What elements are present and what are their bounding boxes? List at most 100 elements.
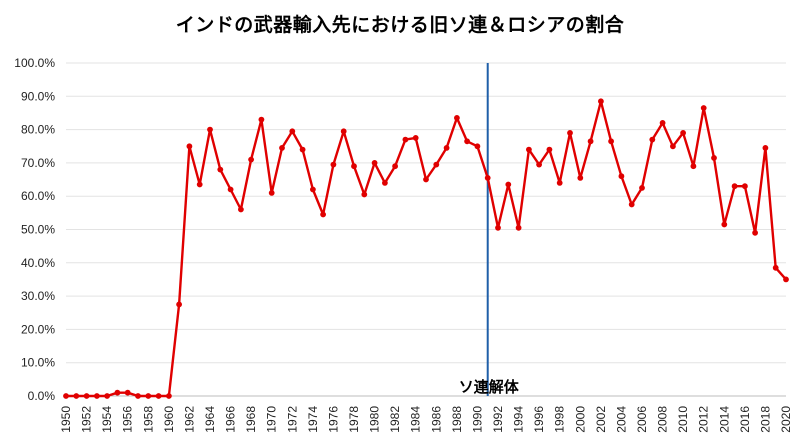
x-tick-label: 1978 — [347, 406, 361, 433]
data-point — [772, 264, 779, 271]
x-tick-label: 1974 — [306, 406, 320, 433]
x-tick-label: 1984 — [409, 406, 423, 433]
data-point — [587, 138, 594, 145]
data-point — [484, 175, 491, 181]
x-tick-label: 1982 — [388, 406, 402, 433]
y-tick-label: 70.0% — [21, 156, 55, 170]
x-tick-label: 1996 — [532, 406, 546, 433]
y-tick-label: 0.0% — [28, 389, 56, 403]
y-tick-label: 20.0% — [21, 322, 55, 336]
data-point — [83, 393, 90, 399]
x-tick-label: 1976 — [326, 406, 340, 433]
data-point — [104, 393, 110, 399]
data-point — [248, 156, 255, 163]
x-tick-label: 1966 — [224, 406, 238, 433]
y-tick-label: 40.0% — [21, 256, 55, 270]
data-point — [433, 161, 440, 168]
data-point — [536, 161, 542, 168]
data-point — [495, 224, 501, 231]
data-point — [114, 389, 121, 396]
x-tick-label: 1958 — [141, 406, 155, 433]
x-tick-label: 1950 — [59, 406, 73, 433]
x-tick-label: 1990 — [470, 406, 484, 433]
data-point — [330, 161, 337, 168]
y-tick-label: 50.0% — [21, 223, 55, 237]
data-point — [505, 181, 512, 188]
data-point — [186, 143, 193, 150]
x-tick-label: 2002 — [594, 406, 608, 433]
data-series — [63, 98, 789, 399]
data-point — [227, 186, 234, 193]
data-point — [567, 130, 573, 136]
x-tick-label: 2018 — [758, 406, 772, 433]
data-point — [279, 145, 285, 151]
data-point — [289, 128, 296, 135]
data-point — [628, 201, 635, 208]
x-tick-label: 1956 — [121, 406, 135, 433]
data-point — [238, 206, 244, 213]
x-tick-label: 2000 — [573, 406, 587, 433]
data-point — [320, 211, 326, 218]
data-point — [443, 145, 450, 151]
data-point — [351, 163, 357, 170]
data-point — [783, 276, 789, 283]
y-tick-label: 60.0% — [21, 189, 55, 203]
x-tick-label: 1970 — [265, 406, 279, 433]
data-point — [217, 166, 224, 173]
data-point — [526, 146, 532, 153]
x-tick-label: 2016 — [738, 406, 752, 433]
data-point — [721, 221, 728, 228]
data-point — [680, 130, 686, 136]
data-point — [577, 175, 584, 181]
x-tick-label: 1994 — [512, 406, 526, 433]
x-tick-label: 1968 — [244, 406, 258, 433]
x-tick-label: 1988 — [450, 406, 464, 433]
x-tick-label: 1972 — [285, 406, 299, 433]
x-tick-label: 2020 — [779, 406, 793, 433]
y-axis-ticks: 0.0% 10.0% 20.0% 30.0% 40.0% 50.0% 60.0% 70.0% 8… — [14, 56, 55, 403]
data-point — [515, 224, 522, 231]
x-tick-label: 1952 — [80, 406, 94, 433]
data-point — [135, 393, 141, 399]
data-point — [166, 393, 172, 399]
data-point — [371, 160, 378, 166]
chart-title: インドの武器輸入先における旧ソ連＆ロシアの割合 — [175, 14, 625, 36]
data-point — [207, 126, 213, 133]
data-point — [94, 393, 100, 399]
x-tick-label: 2014 — [717, 406, 731, 433]
data-point — [670, 143, 676, 150]
data-point — [402, 136, 409, 143]
x-tick-label: 2004 — [614, 406, 628, 433]
data-point — [649, 136, 656, 143]
data-point — [464, 138, 470, 145]
x-tick-label: 1980 — [368, 406, 382, 433]
data-point — [258, 116, 265, 123]
data-point — [762, 145, 769, 151]
data-point — [639, 185, 645, 191]
data-point — [268, 190, 275, 196]
data-point — [618, 173, 625, 180]
x-axis-ticks: 1950 1952 1954 1956 1958 1960 1962 1964 1966 1968… — [59, 406, 793, 433]
series-line — [66, 100, 787, 398]
data-point — [423, 176, 429, 183]
data-point — [752, 229, 758, 236]
x-tick-label: 2012 — [697, 406, 711, 433]
data-point — [155, 393, 162, 399]
data-point — [608, 138, 614, 145]
x-tick-label: 2006 — [635, 406, 649, 433]
data-point — [176, 301, 183, 308]
y-tick-label: 80.0% — [21, 123, 55, 137]
y-tick-label: 10.0% — [21, 356, 55, 370]
data-point — [310, 186, 316, 193]
data-point — [690, 163, 697, 170]
data-point — [196, 181, 203, 188]
x-tick-label: 1986 — [429, 406, 443, 433]
data-point — [63, 393, 69, 399]
data-point — [340, 128, 347, 135]
data-point — [598, 98, 604, 105]
data-point — [556, 180, 563, 186]
x-tick-label: 2008 — [656, 406, 670, 433]
x-tick-label: 1992 — [491, 406, 505, 433]
data-point — [361, 191, 368, 198]
